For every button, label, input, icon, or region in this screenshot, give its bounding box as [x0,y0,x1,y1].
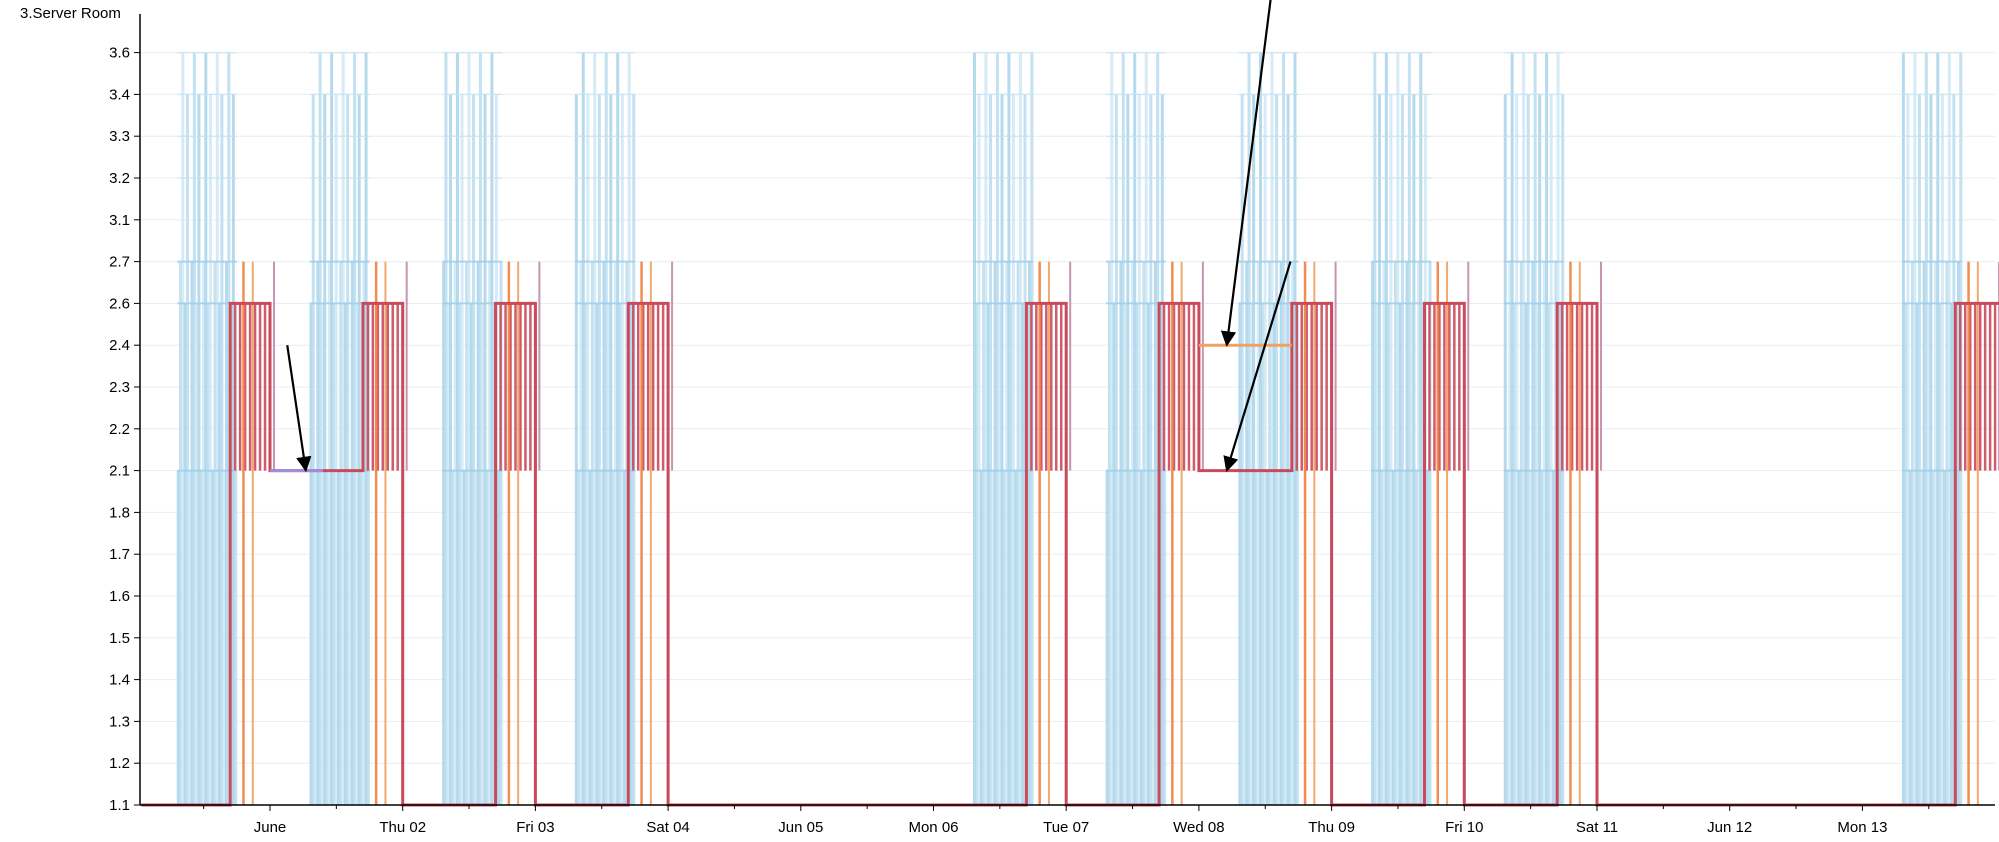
x-tick-label: Jun 05 [778,819,823,836]
x-tick-label: Thu 09 [1308,819,1355,836]
x-tick-label: Mon 06 [908,819,958,836]
x-tick-label: Thu 02 [379,819,426,836]
x-tick-label: Fri 10 [1445,819,1483,836]
series-layer [141,261,1999,807]
y-tick-label: 1.1 [109,797,130,814]
y-tick-label: 1.2 [109,755,130,772]
y-tick-label: 2.2 [109,421,130,438]
x-tick-label: Tue 07 [1043,819,1089,836]
x-tick-label: June [254,819,287,836]
y-tick-label: 2.1 [109,463,130,480]
y-tick-label: 2.7 [109,254,130,271]
x-tick-label: Wed 08 [1173,819,1224,836]
annotation-arrow [1220,0,1272,347]
y-tick-label: 3.3 [109,128,130,145]
y-tick-label: 2.4 [109,337,130,354]
x-tick-label: Jun 12 [1707,819,1752,836]
annotation-arrows [286,0,1292,473]
x-tick-label: Mon 13 [1837,819,1887,836]
y-tick-label: 1.8 [109,504,130,521]
y-tick-label: 1.4 [109,672,130,689]
y-tick-label: 3.4 [109,86,130,103]
x-tick-label: Sat 11 [1576,819,1618,836]
x-tick-label: Sat 04 [646,819,689,836]
y-tick-label: 1.3 [109,713,130,730]
blue-activity-layer [176,51,1963,805]
y-tick-label: 3.6 [109,45,130,62]
y-tick-label: 3.2 [109,170,130,187]
y-tick-label: 3.1 [109,212,130,229]
x-tick-label: Fri 03 [516,819,554,836]
y-tick-label: 2.6 [109,295,130,312]
annotation-arrow [1223,261,1292,473]
axes: 1.1 1.2 1.3 1.4 1.5 1.6 1.7 1.8 2.1 2.2 2.3 2.4 2.6 2… [109,14,1995,836]
annotation-arrow [286,345,312,473]
y-axis-title: 3.Server Room [20,5,121,22]
y-tick-label: 1.7 [109,546,130,563]
y-tick-label: 1.6 [109,588,130,605]
y-tick-label: 1.5 [109,630,130,647]
y-tick-label: 2.3 [109,379,130,396]
